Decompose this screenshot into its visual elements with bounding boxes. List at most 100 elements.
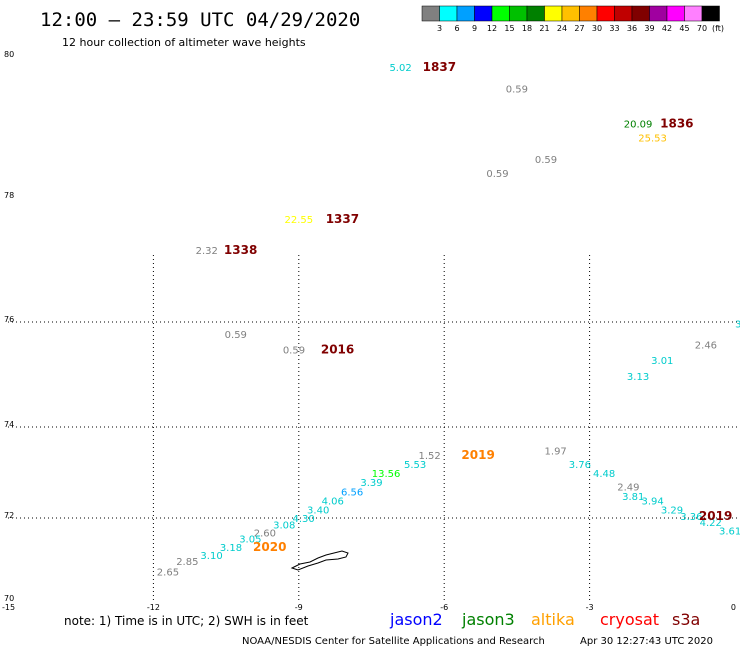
- color-scale-swatch: [579, 5, 598, 22]
- swh-value-label: 5.02: [389, 63, 411, 74]
- swh-value-label: 1.52: [419, 451, 441, 462]
- swh-value-label: 0.59: [506, 84, 528, 95]
- chart-subtitle: 12 hour collection of altimeter wave hei…: [62, 36, 306, 49]
- color-scale-tick: 18: [522, 24, 532, 33]
- swh-value-label: 0.59: [535, 155, 557, 166]
- swh-values: 5.02 0.59 20.09 25.53 0.59 0.59 22.55 2.32 0.59 0…: [157, 63, 740, 578]
- swh-value-label: 2.60: [254, 528, 276, 539]
- x-tick-label: -15: [2, 603, 15, 612]
- color-scale-swatch: [456, 5, 475, 22]
- color-scale-tick: 33: [609, 24, 619, 33]
- swh-value-label: 3.18: [220, 543, 242, 554]
- color-scale-tick: 21: [539, 24, 549, 33]
- swh-value-label: 2.46: [695, 340, 717, 351]
- satellite-legend-cryosat: cryosat: [600, 610, 659, 629]
- credit-text: NOAA/NESDIS Center for Satellite Applica…: [242, 636, 545, 647]
- x-axis-ticks: -15 -12 -9 -6 -3 0: [2, 603, 736, 612]
- y-tick-label: 70: [4, 594, 14, 603]
- swh-value-label: 2.65: [157, 567, 179, 578]
- time-label: 1337: [326, 212, 359, 226]
- satellite-legend-altika: altika: [531, 610, 575, 629]
- color-scale-unit: (ft): [712, 24, 724, 33]
- swh-value-label: 0.59: [486, 169, 508, 180]
- swh-value-label: 4.06: [322, 496, 344, 507]
- swh-value-label: 3.13: [627, 372, 649, 383]
- color-scale-swatch: [614, 5, 633, 22]
- swh-value-label: 3.10: [200, 551, 222, 562]
- color-scale-tick: 39: [644, 24, 654, 33]
- swh-value-label: 2.32: [196, 246, 218, 257]
- color-scale-swatch: [439, 5, 458, 22]
- time-label: 1338: [224, 243, 257, 257]
- time-label: 1837: [423, 60, 456, 74]
- color-scale-swatch: [474, 5, 493, 22]
- color-scale-swatch: [596, 5, 615, 22]
- chart-title: 12:00 – 23:59 UTC 04/29/2020: [40, 9, 360, 31]
- timestamp-text: Apr 30 12:27:43 UTC 2020: [580, 636, 713, 647]
- color-scale-swatch: [561, 5, 580, 22]
- y-tick-label: 74: [4, 420, 14, 429]
- x-tick-label: -6: [440, 603, 448, 612]
- swh-value-label: 3.76: [569, 460, 591, 471]
- y-tick-label: 76: [4, 315, 14, 324]
- color-scale-swatch: [526, 5, 545, 22]
- x-tick-label: -3: [586, 603, 594, 612]
- swh-value-label: 2.49: [617, 483, 639, 494]
- swh-value-label: 3.81: [622, 492, 644, 503]
- color-scale-tick: 42: [662, 24, 672, 33]
- satellite-legend: jason2 jason3 altika cryosat s3a: [389, 610, 700, 629]
- color-scale-tick: 27: [574, 24, 584, 33]
- time-label: 1836: [660, 117, 693, 131]
- color-scale-tick: 36: [627, 24, 637, 33]
- time-label: 2020: [253, 540, 286, 554]
- swh-value-label: 2.85: [176, 557, 198, 568]
- color-scale-tick: 12: [487, 24, 497, 33]
- color-scale-legend: 3 6 9 12 15 18 21 24 27 30 33 36 39 42 45 70: [421, 5, 720, 33]
- color-scale-tick: 30: [592, 24, 602, 33]
- swh-value-label: 5.53: [404, 460, 426, 471]
- footnote: note: 1) Time is in UTC; 2) SWH is in fe…: [64, 614, 309, 628]
- color-scale-swatch: [421, 5, 440, 22]
- time-label: 2016: [321, 343, 354, 357]
- color-scale-tick: 3: [437, 24, 442, 33]
- color-scale-swatch: [684, 5, 703, 22]
- swh-value-label: 22.55: [284, 215, 313, 226]
- swh-value-label: 3.39: [360, 478, 382, 489]
- swh-value-label: 3.61: [719, 526, 740, 537]
- swh-value-label: 20.09: [624, 120, 653, 131]
- swh-value-label: 3.05: [239, 535, 261, 546]
- color-scale-swatch: [701, 5, 720, 22]
- time-labels: 1837 1836 1337 1338 2016 2019 2019 2020: [224, 60, 732, 554]
- swh-value-label: 13.56: [372, 469, 401, 480]
- y-axis-ticks: 70 72 74 76 78 80: [4, 50, 14, 603]
- x-tick-label: -12: [147, 603, 160, 612]
- color-scale-tick: 15: [504, 24, 514, 33]
- swh-value-label: 0.59: [225, 330, 247, 341]
- time-label: 2019: [699, 509, 732, 523]
- swh-value-label: 4.48: [593, 469, 615, 480]
- swh-value-label: 4.30: [293, 514, 315, 525]
- x-tick-label: -9: [295, 603, 303, 612]
- color-scale-tick: 45: [679, 24, 689, 33]
- color-scale-swatch: [491, 5, 510, 22]
- swh-value-label: 3.29: [661, 505, 683, 516]
- swh-value-label: 3.40: [307, 505, 329, 516]
- color-scale-swatch: [666, 5, 685, 22]
- swh-value-label: 6.56: [341, 487, 363, 498]
- swh-value-label: 3.94: [641, 496, 663, 507]
- color-scale-swatch: [509, 5, 528, 22]
- swh-value-label: 3.36: [680, 512, 702, 523]
- swh-value-label: 3.: [735, 319, 740, 330]
- color-scale-swatch: [631, 5, 650, 22]
- satellite-legend-jason3: jason3: [461, 610, 515, 629]
- y-tick-label: 72: [4, 511, 14, 520]
- satellite-legend-s3a: s3a: [672, 610, 700, 629]
- color-scale-tick: 9: [472, 24, 477, 33]
- color-scale-tick: 6: [454, 24, 459, 33]
- swh-value-label: 3.01: [651, 356, 673, 367]
- swh-value-label: 3.08: [273, 520, 295, 531]
- y-tick-label: 78: [4, 191, 14, 200]
- jan-mayen-island-outline: [290, 550, 349, 571]
- color-scale-swatch: [649, 5, 668, 22]
